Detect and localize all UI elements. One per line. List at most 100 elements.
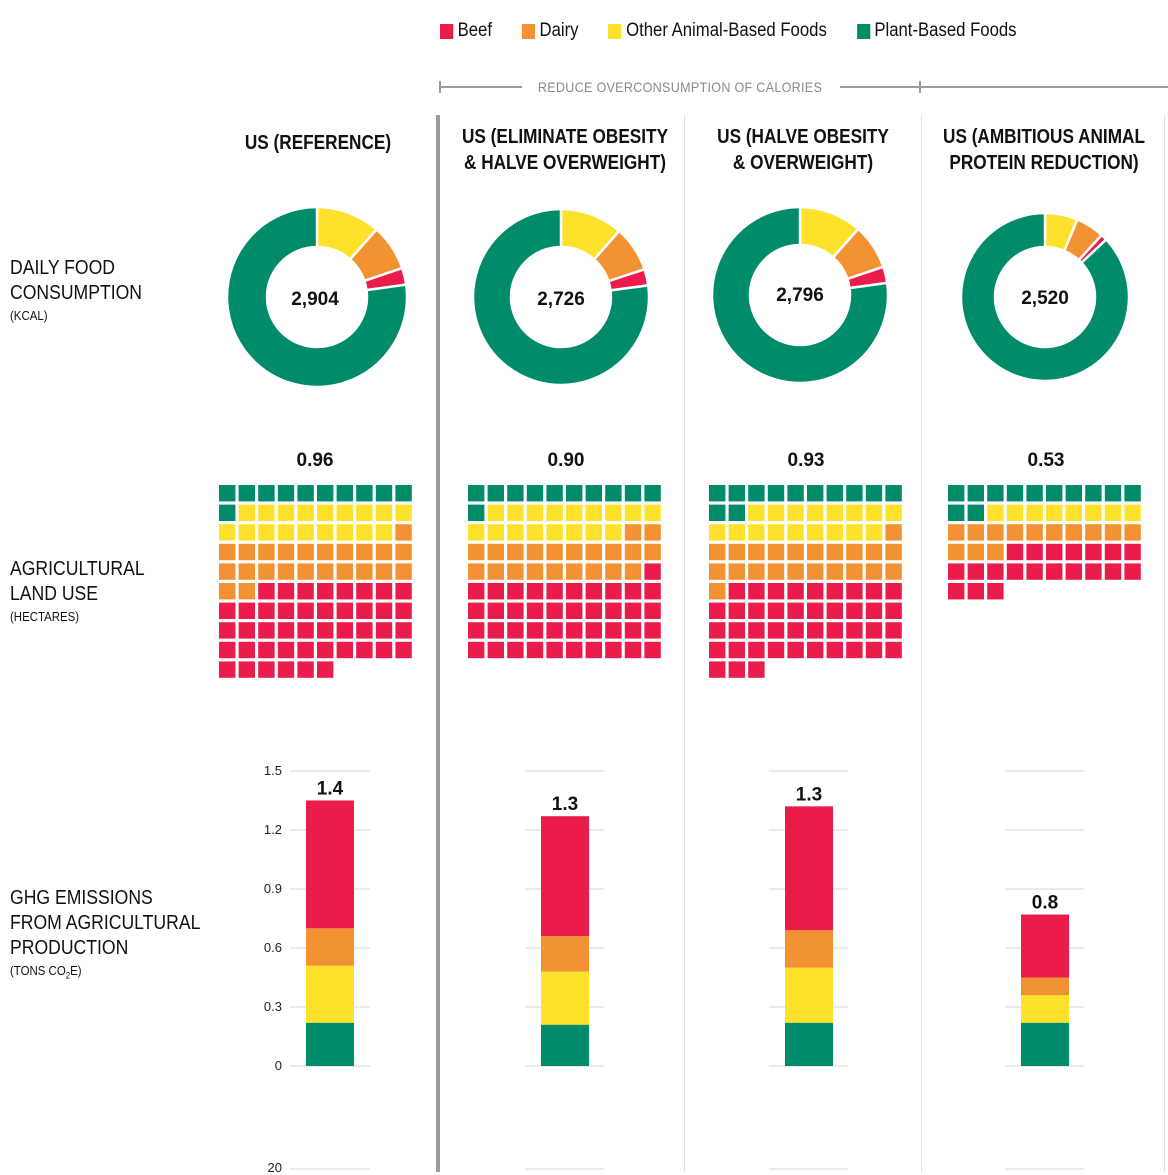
row-label-line: CONSUMPTION <box>10 282 142 304</box>
scenario-title-line: US (REFERENCE) <box>244 132 392 154</box>
land-cell-other <box>787 524 804 541</box>
land-cell-beef <box>356 641 373 659</box>
ghg-total-label: 1.3 <box>796 784 822 805</box>
land-cell-other <box>748 524 765 541</box>
land-cell-plant <box>1085 485 1102 502</box>
scenario-title-halve-obesity: US (HALVE OBESITY & OVERWEIGHT) <box>704 124 902 176</box>
land-cell-other <box>728 524 745 541</box>
land-cell-dairy <box>546 563 563 580</box>
land-cell-dairy <box>605 563 622 580</box>
land-cell-dairy <box>709 563 726 580</box>
land-cell-beef <box>219 641 236 659</box>
land-cell-dairy <box>605 543 622 561</box>
kcal-total-reference: 2,904 <box>291 289 339 310</box>
land-cell-plant <box>865 485 883 502</box>
land-cell-beef <box>546 641 563 659</box>
scenario-title-eliminate-obesity: US (ELIMINATE OBESITY & HALVE OVERWEIGHT… <box>458 124 673 176</box>
ghg-total-label: 1.4 <box>317 778 344 799</box>
ghg-axis-tick: 1.2 <box>263 822 282 837</box>
land-cell-beef <box>585 602 602 619</box>
land-cell-other <box>507 504 524 521</box>
land-cell-other <box>865 504 883 521</box>
land-cell-beef <box>709 602 726 619</box>
land-cell-other <box>258 524 275 541</box>
land-cell-other <box>356 524 373 541</box>
land-cell-beef <box>487 641 504 659</box>
land-cell-dairy <box>566 563 583 580</box>
land-cell-plant <box>468 504 485 521</box>
land-cell-plant <box>336 485 353 502</box>
land-cell-dairy <box>885 563 902 580</box>
land-cell-dairy <box>219 583 236 600</box>
land-cell-other <box>624 504 642 521</box>
land-cell-beef <box>317 661 334 678</box>
land-cell-other <box>277 524 295 541</box>
donut-slice-plant <box>471 207 651 387</box>
land-cell-dairy <box>644 524 661 541</box>
land-cell-other <box>566 504 583 521</box>
land-cell-dairy <box>787 543 804 561</box>
kcal-total-ambitious-reduction: 2,520 <box>1021 288 1069 309</box>
legend-label-other: Other Animal-Based Foods <box>626 20 827 41</box>
land-cell-beef <box>787 622 804 639</box>
land-cell-beef <box>624 602 642 619</box>
land-cell-beef <box>624 583 642 600</box>
land-cell-other <box>526 524 544 541</box>
legend-swatch-other <box>608 23 622 39</box>
land-cell-plant <box>846 485 863 502</box>
land-cell-dairy <box>644 543 661 561</box>
land-cell-beef <box>585 622 602 639</box>
land-cell-dairy <box>395 563 412 580</box>
legend-item-beef: Beef <box>440 20 492 42</box>
land-cell-beef <box>1046 543 1063 561</box>
donut-slice-plant <box>710 205 890 385</box>
ghg-bar-segment-dairy <box>1021 977 1069 996</box>
land-cell-beef <box>644 641 661 659</box>
land-cell-plant <box>219 504 236 521</box>
land-cell-other <box>487 504 504 521</box>
ghg-axis-tick: 0.6 <box>263 940 282 955</box>
land-cell-beef <box>356 622 373 639</box>
land-cell-beef <box>277 622 295 639</box>
row-label-unit: (HECTARES) <box>10 609 80 624</box>
land-cell-other <box>767 524 785 541</box>
land-cell-other <box>1104 504 1122 521</box>
land-cell-beef <box>767 622 785 639</box>
divider-4 <box>1164 115 1165 1172</box>
land-cell-dairy <box>826 543 843 561</box>
scenario-title-reference: US (REFERENCE) <box>232 130 404 156</box>
land-cell-beef <box>987 583 1004 600</box>
land-cell-other <box>767 504 785 521</box>
land-cell-beef <box>605 602 622 619</box>
land-cell-other <box>605 524 622 541</box>
land-cell-dairy <box>395 543 412 561</box>
land-cell-dairy <box>258 543 275 561</box>
land-cell-other <box>709 524 726 541</box>
land-cell-dairy <box>468 563 485 580</box>
land-cell-other <box>1085 504 1102 521</box>
kcal-total-eliminate-obesity: 2,726 <box>537 289 585 310</box>
land-cell-beef <box>709 622 726 639</box>
land-cell-beef <box>507 622 524 639</box>
land-cell-beef <box>336 622 353 639</box>
ghg-bar-segment-plant <box>306 1022 354 1066</box>
land-cell-beef <box>566 641 583 659</box>
land-cell-beef <box>885 641 902 659</box>
land-cell-other <box>336 504 353 521</box>
land-cell-plant <box>375 485 393 502</box>
land-cell-beef <box>258 622 275 639</box>
land-cell-beef <box>644 583 661 600</box>
land-cell-dairy <box>526 543 544 561</box>
land-cell-beef <box>748 641 765 659</box>
ghg-bar-segment-beef <box>306 800 354 929</box>
land-cell-beef <box>1065 563 1082 580</box>
land-cell-other <box>297 524 314 541</box>
donut-slice-plant <box>225 205 409 389</box>
land-cell-plant <box>277 485 295 502</box>
land-cell-other <box>546 504 563 521</box>
land-cell-other <box>585 524 602 541</box>
land-cell-beef <box>468 602 485 619</box>
land-cell-plant <box>487 485 504 502</box>
land-cell-beef <box>865 583 883 600</box>
land-cell-dairy <box>585 563 602 580</box>
